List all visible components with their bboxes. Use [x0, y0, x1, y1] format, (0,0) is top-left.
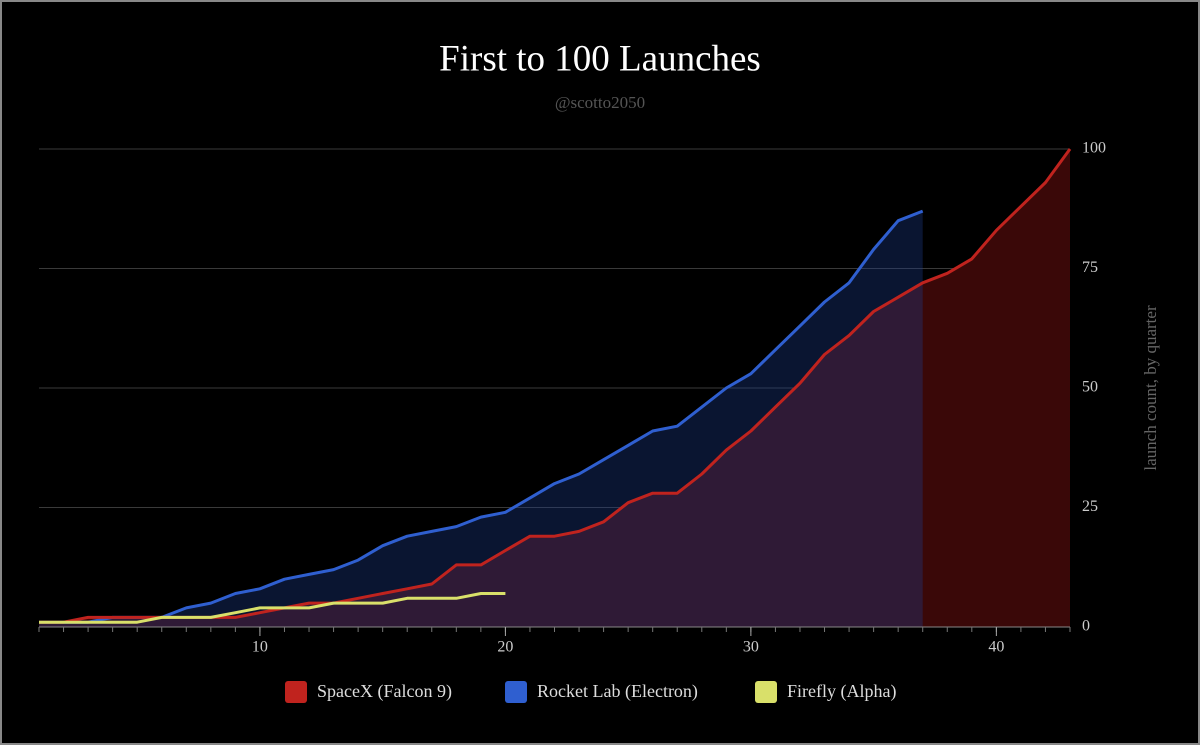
y-tick-label: 0 — [1082, 618, 1090, 635]
y-tick-label: 50 — [1082, 379, 1098, 396]
line — [39, 592, 506, 624]
line — [39, 209, 924, 624]
x-tick-label: 40 — [988, 639, 1004, 656]
legend-label: SpaceX (Falcon 9) — [317, 681, 452, 702]
legend-swatch — [755, 681, 777, 703]
legend-label: Firefly (Alpha) — [787, 681, 896, 702]
area — [39, 149, 1070, 627]
y-axis-label: launch count, by quarter — [1141, 305, 1160, 471]
x-tick-label: 30 — [743, 639, 759, 656]
x-tick-label: 20 — [497, 639, 513, 656]
legend-swatch — [285, 681, 307, 703]
legend-swatch — [505, 681, 527, 703]
legend-label: Rocket Lab (Electron) — [537, 681, 698, 702]
x-tick-label: 10 — [252, 639, 268, 656]
y-tick-label: 75 — [1082, 259, 1098, 276]
chart-title: First to 100 Launches — [439, 38, 761, 79]
area — [39, 211, 923, 627]
chart-subtitle: @scotto2050 — [555, 93, 645, 112]
y-tick-label: 100 — [1082, 140, 1106, 157]
y-tick-label: 25 — [1082, 498, 1098, 515]
